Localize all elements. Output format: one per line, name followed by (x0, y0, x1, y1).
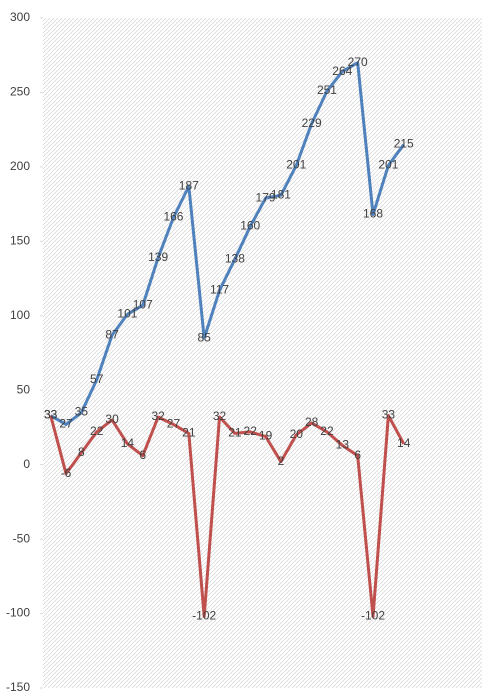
y-tick-label: 150 (10, 234, 30, 248)
series-line (49, 414, 406, 619)
data-label: 117 (210, 283, 229, 297)
data-label: 229 (302, 116, 322, 130)
y-tick-label: 0 (23, 457, 30, 471)
data-label: 30 (105, 412, 119, 426)
data-label: 22 (90, 424, 104, 438)
data-label: 33 (382, 408, 396, 422)
y-tick-label: 250 (10, 85, 30, 99)
data-label: 138 (225, 251, 245, 265)
data-label: 33 (44, 408, 58, 422)
data-label: 6 (354, 448, 361, 462)
data-label: 21 (182, 426, 196, 440)
data-label: 168 (363, 207, 383, 221)
data-label: 57 (90, 372, 104, 386)
y-tick-label: 100 (10, 308, 30, 322)
series-line (49, 61, 405, 426)
data-label: 22 (320, 424, 334, 438)
data-label: 201 (286, 158, 306, 172)
data-label: 215 (394, 137, 414, 151)
data-label: 160 (240, 219, 260, 233)
data-label: 32 (213, 409, 227, 423)
data-label: 21 (228, 426, 242, 440)
data-label: 187 (179, 178, 199, 192)
data-label: 35 (75, 405, 89, 419)
data-label: 13 (336, 437, 350, 451)
data-label: 166 (163, 210, 183, 224)
data-label: 14 (121, 436, 135, 450)
data-label: 28 (305, 415, 319, 429)
data-label: 139 (148, 250, 168, 264)
data-label: 2 (278, 454, 285, 468)
data-label: 87 (105, 327, 119, 341)
data-label: 33 (44, 408, 58, 422)
data-label: -102 (192, 609, 216, 623)
data-label: 14 (397, 436, 411, 450)
y-tick-label: 300 (10, 10, 30, 24)
data-label: 32 (151, 409, 165, 423)
data-label: 101 (117, 306, 137, 320)
data-label: 107 (133, 298, 153, 312)
data-label: 201 (378, 158, 398, 172)
data-label: 19 (259, 429, 273, 443)
data-label: 264 (332, 64, 352, 78)
data-label: -6 (61, 466, 72, 480)
y-tick-label: 50 (17, 382, 31, 396)
y-tick-label: -50 (13, 531, 31, 545)
data-label: -102 (361, 609, 385, 623)
data-label: 251 (317, 83, 337, 97)
data-label: 85 (197, 330, 211, 344)
y-tick-label: -100 (6, 606, 30, 620)
data-label: 20 (290, 427, 304, 441)
data-label: 181 (271, 187, 291, 201)
data-label: 22 (244, 424, 258, 438)
y-tick-label: 200 (10, 159, 30, 173)
data-label: 27 (167, 417, 181, 431)
data-label: 27 (59, 417, 73, 431)
data-label: 8 (78, 445, 85, 459)
plot-area (43, 18, 482, 688)
data-label: 6 (139, 448, 146, 462)
y-tick-label: -150 (6, 680, 30, 694)
data-label: 179 (256, 190, 276, 204)
data-label: 270 (348, 55, 368, 69)
